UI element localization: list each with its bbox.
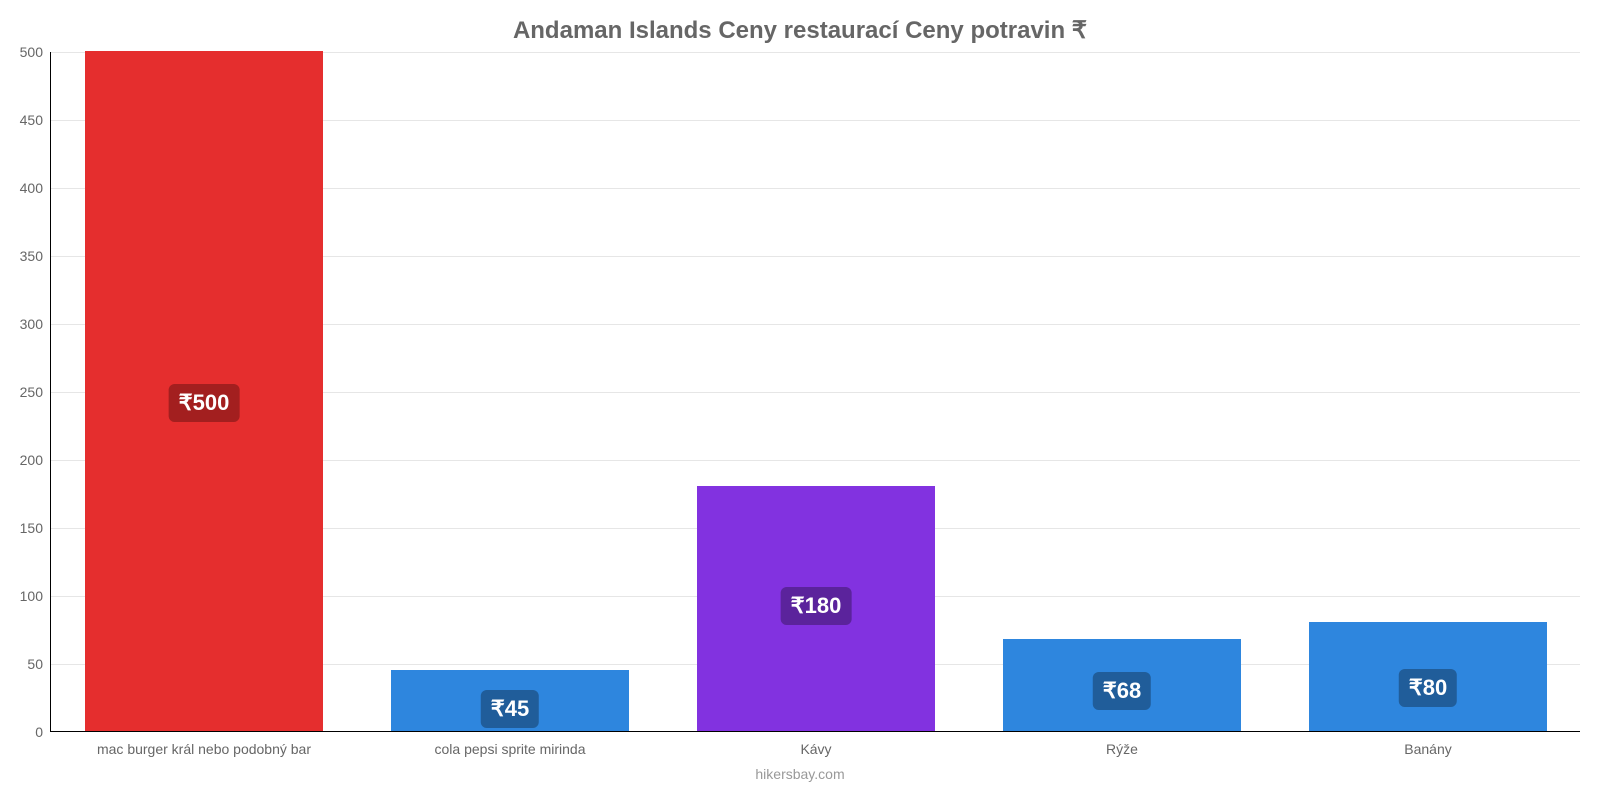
x-tick-label: Kávy	[800, 731, 831, 757]
data-label: ₹500	[169, 384, 240, 422]
y-tick-label: 200	[20, 452, 51, 468]
data-label: ₹80	[1399, 669, 1457, 707]
plot-area: 050100150200250300350400450500₹500mac bu…	[50, 52, 1580, 732]
x-tick-label: mac burger král nebo podobný bar	[97, 731, 311, 757]
x-tick-label: Rýže	[1106, 731, 1138, 757]
y-tick-label: 100	[20, 588, 51, 604]
x-tick-label: cola pepsi sprite mirinda	[435, 731, 586, 757]
y-tick-label: 150	[20, 520, 51, 536]
y-tick-label: 300	[20, 316, 51, 332]
chart-container: Andaman Islands Ceny restaurací Ceny pot…	[0, 0, 1600, 800]
data-label: ₹68	[1093, 672, 1151, 710]
y-tick-label: 450	[20, 112, 51, 128]
y-tick-label: 0	[35, 724, 51, 740]
data-label: ₹180	[781, 587, 852, 625]
x-tick-label: Banány	[1404, 731, 1451, 757]
y-tick-label: 400	[20, 180, 51, 196]
y-tick-label: 500	[20, 44, 51, 60]
data-label: ₹45	[481, 690, 539, 728]
y-tick-label: 50	[27, 656, 51, 672]
y-tick-label: 350	[20, 248, 51, 264]
y-tick-label: 250	[20, 384, 51, 400]
chart-title: Andaman Islands Ceny restaurací Ceny pot…	[0, 16, 1600, 45]
attribution-text: hikersbay.com	[0, 766, 1600, 782]
